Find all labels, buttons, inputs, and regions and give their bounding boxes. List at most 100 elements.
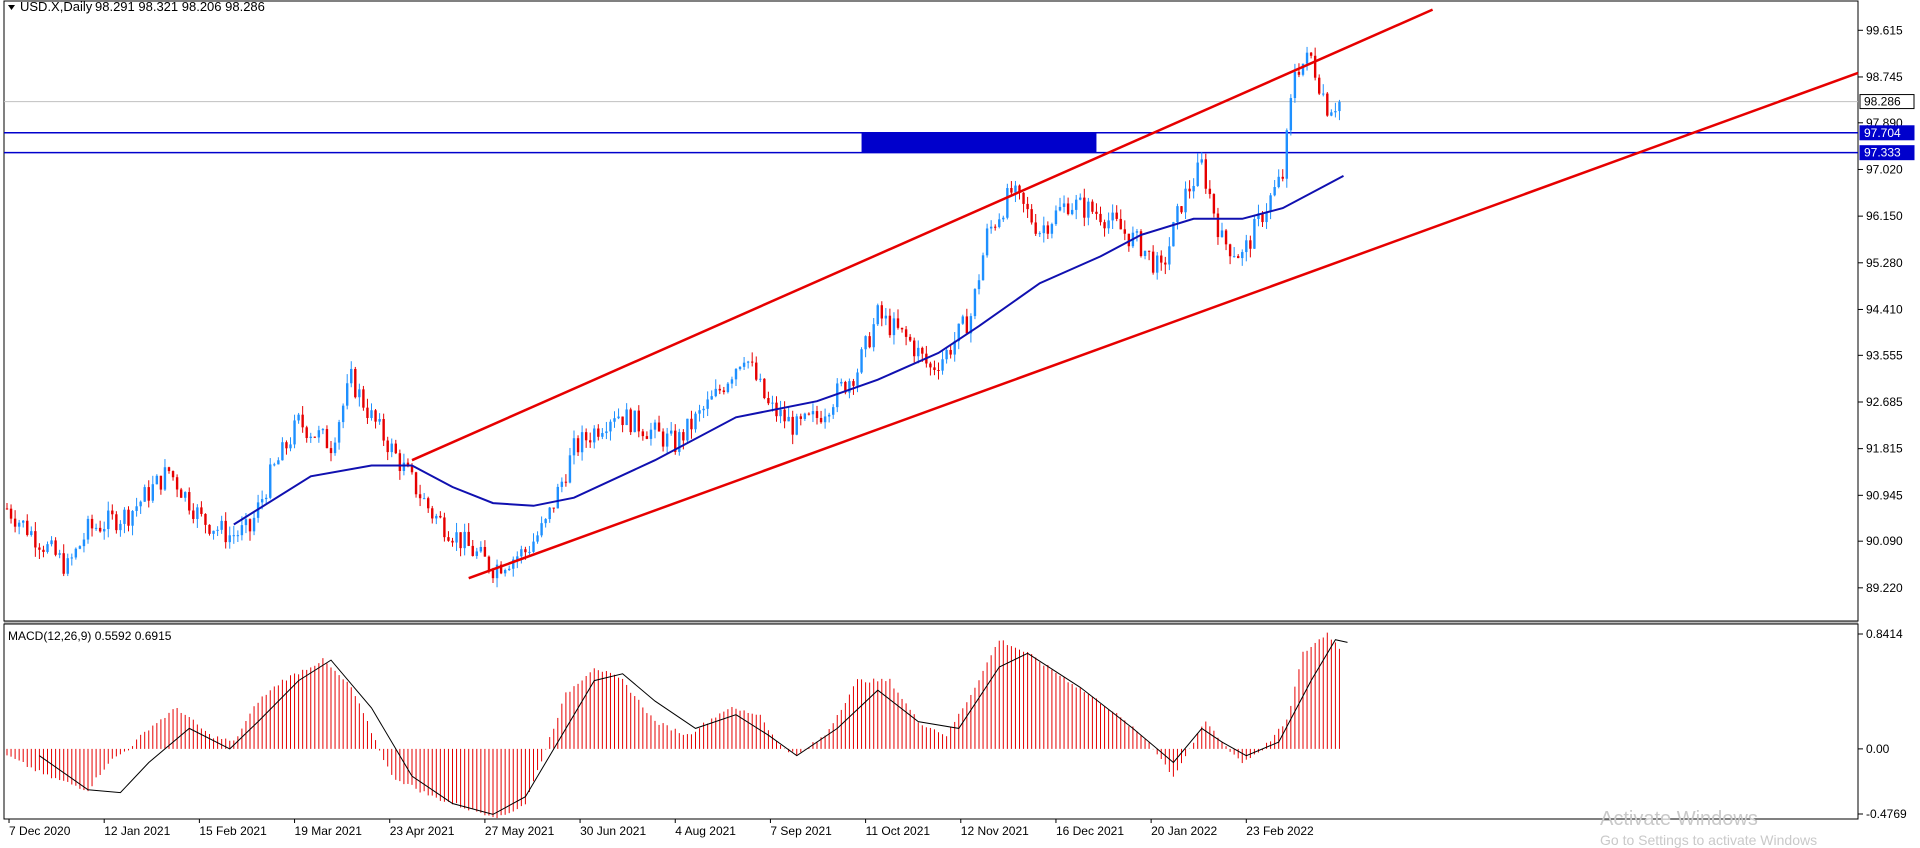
candle-body — [1042, 225, 1045, 234]
candle-body — [880, 305, 883, 319]
candle-body — [625, 409, 628, 426]
candle-body — [1135, 231, 1139, 233]
candle-body — [536, 535, 539, 542]
candle-body — [451, 540, 454, 543]
activate-windows-subtitle: Go to Settings to activate Windows — [1600, 832, 1818, 848]
price-tick-label: 99.615 — [1866, 23, 1903, 37]
candle-body — [273, 464, 276, 466]
candle-body — [1289, 98, 1293, 131]
candle-body — [1249, 240, 1252, 249]
candle-body — [730, 379, 734, 384]
candle-body — [431, 508, 434, 519]
candle-body — [633, 410, 636, 433]
activate-windows-title: Activate Windows — [1600, 808, 1758, 830]
candle-body — [1002, 217, 1005, 220]
candle-body — [1322, 93, 1325, 95]
candle-body — [439, 515, 442, 518]
candle-body — [321, 429, 325, 431]
candle-body — [155, 475, 159, 485]
candle-body — [147, 487, 150, 501]
candle-body — [516, 556, 519, 560]
candle-body — [200, 507, 203, 514]
candle-body — [937, 369, 940, 371]
candle-body — [763, 378, 766, 399]
candle-body — [896, 318, 900, 328]
candle-body — [346, 383, 349, 406]
price-tick-label: 89.220 — [1866, 581, 1903, 595]
candle-body — [1212, 194, 1216, 214]
candle-body — [196, 507, 199, 519]
axis-layer: 99.61598.74597.89097.02096.15095.28094.4… — [8, 23, 1915, 838]
candle-body — [710, 396, 713, 400]
candle-body — [1269, 195, 1272, 212]
moving-average-layer — [233, 175, 1344, 526]
candle-body — [1087, 201, 1090, 218]
candle-body — [852, 381, 855, 386]
candle-body — [532, 541, 535, 552]
candle-body — [297, 414, 300, 421]
candle-body — [917, 347, 920, 357]
collapse-triangle-icon[interactable] — [8, 5, 15, 10]
candle-body — [94, 527, 98, 529]
candle-body — [1265, 211, 1268, 223]
candle-body — [98, 527, 102, 532]
candle-body — [827, 414, 831, 417]
candle-body — [601, 433, 604, 437]
candle-body — [1297, 71, 1301, 75]
candle-body — [119, 523, 122, 531]
macd-tick-label: 0.8414 — [1866, 627, 1903, 641]
candle-body — [641, 431, 645, 437]
candle-body — [572, 438, 576, 456]
candle-body — [1006, 188, 1009, 218]
candle-body — [228, 535, 231, 543]
zone-band — [861, 132, 1097, 153]
candle-body — [609, 421, 612, 432]
candle-body — [605, 431, 608, 434]
candle-body — [1192, 185, 1195, 192]
candle-body — [1143, 250, 1147, 256]
candle-body — [1127, 233, 1131, 247]
candle-body — [868, 336, 871, 348]
candle-body — [856, 372, 859, 386]
candle-body — [1216, 213, 1220, 238]
price-tick-label: 91.815 — [1866, 442, 1903, 456]
candle-body — [499, 564, 503, 574]
candle-body — [544, 519, 547, 524]
candle-body — [1160, 255, 1163, 263]
candle-body — [1334, 111, 1337, 113]
candle-body — [394, 443, 397, 454]
candle-body — [1151, 251, 1155, 273]
candle-body — [819, 417, 823, 423]
candle-body — [844, 381, 847, 393]
candle-body — [560, 481, 564, 487]
candle-body — [1228, 244, 1232, 257]
candle-body — [621, 416, 624, 426]
candle-body — [9, 508, 13, 519]
candle-body — [135, 506, 138, 511]
candle-body — [495, 564, 499, 579]
candle-body — [22, 520, 25, 523]
candle-body — [751, 361, 754, 363]
macd-layer — [6, 632, 1348, 819]
candle-body — [904, 329, 908, 337]
candle-body — [325, 429, 329, 449]
zone-bottom-tag-box — [1859, 145, 1915, 161]
candle-body — [179, 489, 183, 498]
candle-body — [653, 422, 657, 430]
candle-body — [965, 316, 969, 334]
candle-body — [989, 226, 993, 229]
channel-lower-line — [468, 71, 1859, 580]
candle-body — [1034, 222, 1037, 234]
candle-body — [678, 432, 681, 452]
time-tick-label: 19 Mar 2021 — [295, 824, 363, 838]
candle-body — [953, 341, 956, 355]
candle-body — [491, 570, 495, 579]
candle-body — [981, 255, 985, 281]
candle-body — [722, 390, 726, 393]
candle-body — [82, 539, 86, 547]
candle-body — [26, 520, 29, 535]
current-price-tag-label: 98.286 — [1864, 95, 1901, 109]
candle-body — [107, 510, 110, 530]
zone-layer — [4, 101, 1858, 154]
candle-body — [892, 318, 896, 336]
